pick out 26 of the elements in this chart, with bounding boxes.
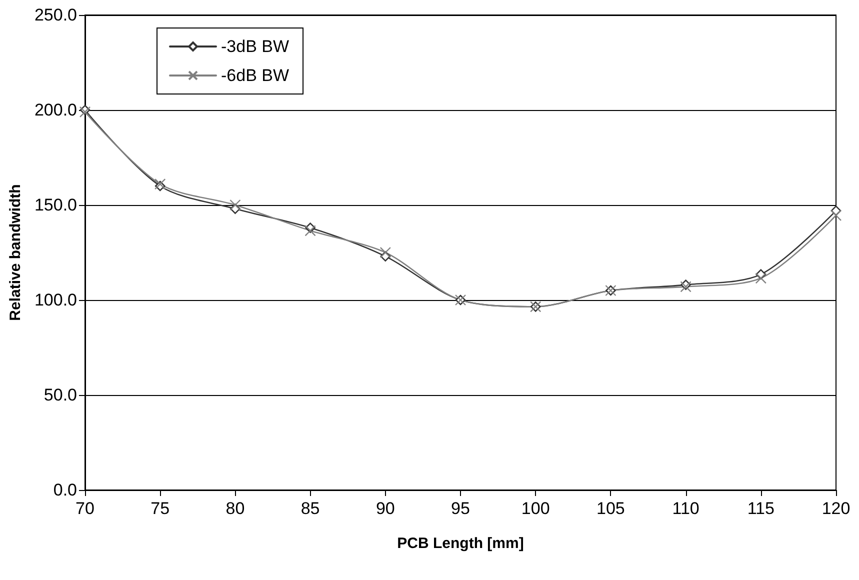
- point: [830, 210, 842, 222]
- x-tick-label: 100: [521, 499, 550, 518]
- x-tick-label: 95: [451, 499, 470, 518]
- x-tick-label: 115: [747, 499, 774, 518]
- point: [380, 246, 391, 258]
- x-tick-label: 105: [596, 499, 625, 518]
- x-tick-label: 75: [150, 499, 170, 518]
- y-tick-label: 150.0: [34, 196, 77, 214]
- point: [755, 272, 766, 284]
- legend-label: -3dB BW: [221, 37, 290, 56]
- point: [304, 225, 316, 236]
- x-tick-label: 85: [300, 499, 320, 518]
- y-tick-label: 250.0: [34, 6, 77, 24]
- x-axis-title: PCB Length [mm]: [397, 535, 524, 552]
- x-tick-label: 70: [76, 499, 94, 518]
- x-tick-label: 120: [822, 499, 850, 518]
- y-tick-label: 100.0: [34, 290, 77, 310]
- y-tick-label: 200.0: [34, 100, 77, 120]
- x-tick-label: 90: [376, 499, 395, 518]
- y-tick-label: 50.0: [44, 386, 77, 404]
- x-tick-label: 110: [672, 499, 700, 518]
- x-tick-label: 80: [226, 499, 245, 518]
- y-axis-title: Relative bandwidth: [7, 184, 24, 321]
- y-tick-label: 0.0: [53, 480, 77, 500]
- legend-label: -6dB BW: [221, 66, 290, 85]
- point: [230, 199, 241, 211]
